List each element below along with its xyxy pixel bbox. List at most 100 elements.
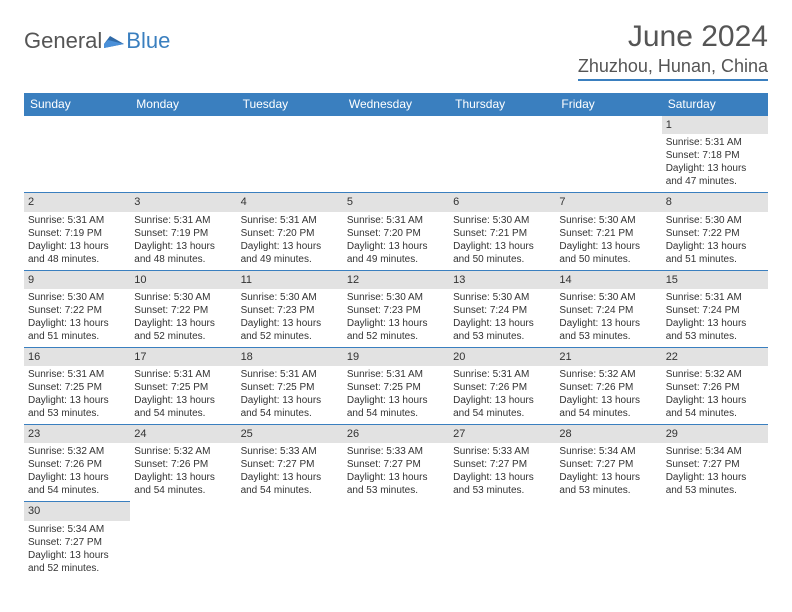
day-number: 3	[130, 193, 236, 211]
calendar-cell: 26Sunrise: 5:33 AMSunset: 7:27 PMDayligh…	[343, 425, 449, 502]
sunrise-line: Sunrise: 5:31 AM	[241, 368, 339, 381]
daylight-line: Daylight: 13 hours and 54 minutes.	[347, 394, 445, 420]
daylight-line: Daylight: 13 hours and 49 minutes.	[347, 240, 445, 266]
sunrise-line: Sunrise: 5:32 AM	[559, 368, 657, 381]
header: General Blue June 2024 Zhuzhou, Hunan, C…	[24, 20, 768, 81]
calendar-cell	[662, 502, 768, 579]
logo-flag-icon	[104, 34, 124, 48]
sunset-line: Sunset: 7:24 PM	[559, 304, 657, 317]
calendar-cell: 28Sunrise: 5:34 AMSunset: 7:27 PMDayligh…	[555, 425, 661, 502]
day-number: 27	[449, 425, 555, 443]
calendar-cell: 21Sunrise: 5:32 AMSunset: 7:26 PMDayligh…	[555, 347, 661, 424]
sunrise-line: Sunrise: 5:30 AM	[28, 291, 126, 304]
daylight-line: Daylight: 13 hours and 53 minutes.	[453, 317, 551, 343]
calendar-cell: 24Sunrise: 5:32 AMSunset: 7:26 PMDayligh…	[130, 425, 236, 502]
sunrise-line: Sunrise: 5:31 AM	[666, 291, 764, 304]
daylight-line: Daylight: 13 hours and 54 minutes.	[28, 471, 126, 497]
day-number: 16	[24, 348, 130, 366]
daylight-line: Daylight: 13 hours and 51 minutes.	[666, 240, 764, 266]
sunrise-line: Sunrise: 5:31 AM	[134, 214, 232, 227]
sunrise-line: Sunrise: 5:30 AM	[241, 291, 339, 304]
weekday-header: Saturday	[662, 93, 768, 116]
sunset-line: Sunset: 7:22 PM	[28, 304, 126, 317]
daylight-line: Daylight: 13 hours and 54 minutes.	[666, 394, 764, 420]
sunset-line: Sunset: 7:26 PM	[453, 381, 551, 394]
daylight-line: Daylight: 13 hours and 51 minutes.	[28, 317, 126, 343]
calendar-cell	[449, 116, 555, 193]
sunrise-line: Sunrise: 5:30 AM	[453, 214, 551, 227]
calendar-cell	[343, 502, 449, 579]
sunrise-line: Sunrise: 5:31 AM	[241, 214, 339, 227]
calendar-cell: 27Sunrise: 5:33 AMSunset: 7:27 PMDayligh…	[449, 425, 555, 502]
calendar-cell: 10Sunrise: 5:30 AMSunset: 7:22 PMDayligh…	[130, 270, 236, 347]
sunset-line: Sunset: 7:27 PM	[28, 536, 126, 549]
weekday-header: Friday	[555, 93, 661, 116]
calendar-cell: 20Sunrise: 5:31 AMSunset: 7:26 PMDayligh…	[449, 347, 555, 424]
daylight-line: Daylight: 13 hours and 50 minutes.	[453, 240, 551, 266]
sunrise-line: Sunrise: 5:33 AM	[347, 445, 445, 458]
day-detail: Sunrise: 5:33 AMSunset: 7:27 PMDaylight:…	[237, 443, 343, 501]
sunset-line: Sunset: 7:18 PM	[666, 149, 764, 162]
day-number: 25	[237, 425, 343, 443]
sunset-line: Sunset: 7:21 PM	[559, 227, 657, 240]
title-block: June 2024 Zhuzhou, Hunan, China	[578, 20, 768, 81]
sunrise-line: Sunrise: 5:31 AM	[28, 214, 126, 227]
day-detail: Sunrise: 5:30 AMSunset: 7:21 PMDaylight:…	[555, 212, 661, 270]
sunrise-line: Sunrise: 5:31 AM	[347, 368, 445, 381]
calendar-row: 30Sunrise: 5:34 AMSunset: 7:27 PMDayligh…	[24, 502, 768, 579]
sunset-line: Sunset: 7:27 PM	[241, 458, 339, 471]
sunset-line: Sunset: 7:19 PM	[28, 227, 126, 240]
calendar-cell	[555, 502, 661, 579]
day-detail: Sunrise: 5:31 AMSunset: 7:20 PMDaylight:…	[237, 212, 343, 270]
calendar-cell: 16Sunrise: 5:31 AMSunset: 7:25 PMDayligh…	[24, 347, 130, 424]
day-detail: Sunrise: 5:30 AMSunset: 7:22 PMDaylight:…	[24, 289, 130, 347]
calendar-cell: 1Sunrise: 5:31 AMSunset: 7:18 PMDaylight…	[662, 116, 768, 193]
calendar-cell: 3Sunrise: 5:31 AMSunset: 7:19 PMDaylight…	[130, 193, 236, 270]
sunrise-line: Sunrise: 5:34 AM	[559, 445, 657, 458]
sunrise-line: Sunrise: 5:31 AM	[666, 136, 764, 149]
daylight-line: Daylight: 13 hours and 54 minutes.	[559, 394, 657, 420]
sunrise-line: Sunrise: 5:30 AM	[559, 214, 657, 227]
calendar-cell	[24, 116, 130, 193]
daylight-line: Daylight: 13 hours and 48 minutes.	[134, 240, 232, 266]
day-number: 19	[343, 348, 449, 366]
weekday-header: Monday	[130, 93, 236, 116]
calendar-cell: 8Sunrise: 5:30 AMSunset: 7:22 PMDaylight…	[662, 193, 768, 270]
sunrise-line: Sunrise: 5:30 AM	[666, 214, 764, 227]
day-detail: Sunrise: 5:31 AMSunset: 7:20 PMDaylight:…	[343, 212, 449, 270]
day-detail: Sunrise: 5:30 AMSunset: 7:22 PMDaylight:…	[662, 212, 768, 270]
sunset-line: Sunset: 7:25 PM	[241, 381, 339, 394]
calendar-cell: 18Sunrise: 5:31 AMSunset: 7:25 PMDayligh…	[237, 347, 343, 424]
sunset-line: Sunset: 7:24 PM	[453, 304, 551, 317]
sunrise-line: Sunrise: 5:33 AM	[453, 445, 551, 458]
sunrise-line: Sunrise: 5:30 AM	[453, 291, 551, 304]
day-number: 22	[662, 348, 768, 366]
daylight-line: Daylight: 13 hours and 53 minutes.	[28, 394, 126, 420]
day-number: 10	[130, 271, 236, 289]
daylight-line: Daylight: 13 hours and 52 minutes.	[347, 317, 445, 343]
sunset-line: Sunset: 7:27 PM	[559, 458, 657, 471]
daylight-line: Daylight: 13 hours and 54 minutes.	[453, 394, 551, 420]
day-detail: Sunrise: 5:32 AMSunset: 7:26 PMDaylight:…	[555, 366, 661, 424]
day-detail: Sunrise: 5:32 AMSunset: 7:26 PMDaylight:…	[130, 443, 236, 501]
calendar-cell: 15Sunrise: 5:31 AMSunset: 7:24 PMDayligh…	[662, 270, 768, 347]
weekday-header: Thursday	[449, 93, 555, 116]
sunset-line: Sunset: 7:25 PM	[347, 381, 445, 394]
day-detail: Sunrise: 5:34 AMSunset: 7:27 PMDaylight:…	[662, 443, 768, 501]
day-number: 17	[130, 348, 236, 366]
sunrise-line: Sunrise: 5:32 AM	[666, 368, 764, 381]
day-detail: Sunrise: 5:31 AMSunset: 7:25 PMDaylight:…	[237, 366, 343, 424]
day-number: 14	[555, 271, 661, 289]
sunrise-line: Sunrise: 5:30 AM	[134, 291, 232, 304]
weekday-header: Tuesday	[237, 93, 343, 116]
sunset-line: Sunset: 7:26 PM	[559, 381, 657, 394]
daylight-line: Daylight: 13 hours and 53 minutes.	[666, 317, 764, 343]
weekday-header-row: SundayMondayTuesdayWednesdayThursdayFrid…	[24, 93, 768, 116]
calendar-row: 23Sunrise: 5:32 AMSunset: 7:26 PMDayligh…	[24, 425, 768, 502]
calendar-row: 16Sunrise: 5:31 AMSunset: 7:25 PMDayligh…	[24, 347, 768, 424]
calendar-cell	[343, 116, 449, 193]
daylight-line: Daylight: 13 hours and 54 minutes.	[134, 471, 232, 497]
location-label: Zhuzhou, Hunan, China	[578, 56, 768, 81]
day-detail: Sunrise: 5:31 AMSunset: 7:25 PMDaylight:…	[130, 366, 236, 424]
sunrise-line: Sunrise: 5:30 AM	[559, 291, 657, 304]
